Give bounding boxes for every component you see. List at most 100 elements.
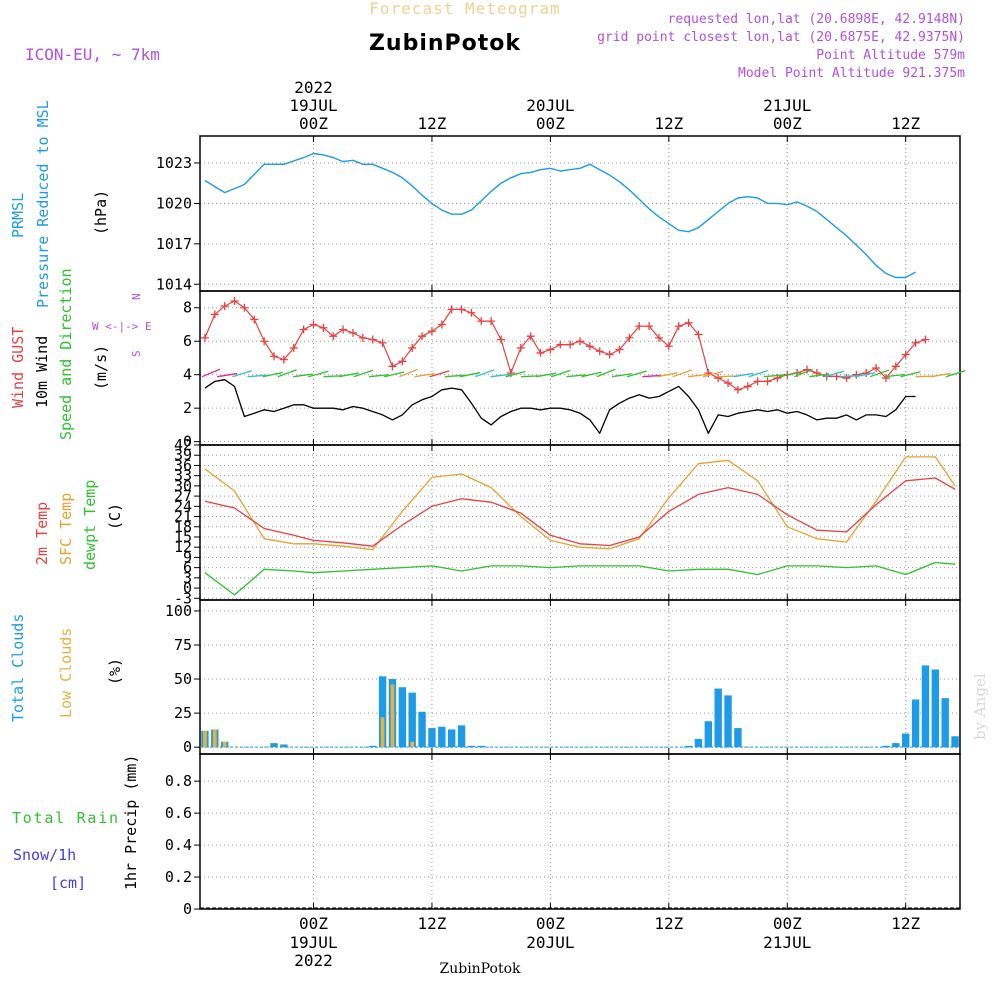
gust-point: [585, 342, 594, 351]
total-cloud-bar: [902, 733, 910, 748]
gust-point: [595, 347, 604, 356]
precip-label-cm: [cm]: [50, 874, 86, 892]
gust-point: [270, 352, 279, 361]
y-tick-label-temperature: 42: [174, 436, 192, 454]
total-cloud-bar: [684, 745, 693, 748]
point-altitude: Point Altitude 579m: [816, 48, 965, 63]
wind-direction-arrow: [672, 369, 692, 378]
wind-direction-arrow: [277, 369, 297, 378]
gust-point: [674, 322, 683, 331]
total-cloud-bar: [694, 739, 703, 748]
gust-point: [427, 327, 436, 336]
y-tick-label-wind: 6: [183, 332, 192, 350]
model-label: ICON-EU, ~ 7km: [25, 45, 160, 64]
y-tick-label-precipitation: 0.8: [165, 772, 192, 790]
gust-point: [694, 330, 703, 339]
wind-direction-arrow: [368, 374, 389, 378]
top-time-label: 12Z: [654, 114, 683, 133]
top-time-label: 12Z: [417, 114, 446, 133]
wind-direction-arrow: [551, 369, 571, 378]
wind-line: [204, 379, 916, 434]
y-tick-label-temperature: 18: [174, 518, 192, 536]
y-tick-label-temperature: 6: [183, 559, 192, 577]
wind-direction-arrow: [566, 374, 586, 378]
temp-label-sfc: SFC Temp: [57, 493, 75, 565]
bottom-time-label: 12Z: [654, 914, 683, 933]
y-tick-label-pressure: 1017: [156, 235, 192, 253]
gust-point: [645, 322, 654, 331]
y-tick-label-temperature: 21: [174, 508, 192, 526]
gust-point: [605, 350, 614, 359]
pressure-unit: (hPa): [92, 190, 110, 235]
y-tick-label-precipitation: 0.6: [165, 804, 192, 822]
wind-label-gust: Wind GUST: [9, 327, 27, 408]
precip-label-snow: Snow/1h: [13, 846, 76, 864]
gust-point: [200, 333, 209, 342]
gust-point: [457, 305, 466, 314]
total-cloud-bar: [428, 728, 436, 748]
gust-point: [339, 325, 348, 334]
y-tick-label-clouds: 50: [174, 670, 192, 688]
wind-direction-arrow: [293, 373, 313, 378]
y-tick-label-precipitation: 0.2: [165, 868, 192, 886]
total-cloud-bar: [911, 699, 920, 748]
gust-point: [872, 364, 881, 372]
gust-point: [260, 337, 269, 346]
y-tick-label-temperature: 33: [174, 467, 192, 485]
y-tick-label-pressure: 1014: [156, 275, 192, 293]
gust-point: [418, 332, 427, 341]
wind-direction-arrow: [217, 372, 238, 378]
dewpt-line: [204, 561, 956, 596]
temp-2m-line: [204, 477, 956, 547]
gust-point: [497, 335, 506, 344]
gust-point: [477, 317, 486, 326]
wind-direction-arrow: [596, 368, 616, 378]
wind-unit: (m/s): [92, 345, 110, 390]
wind-direction-arrow: [308, 370, 329, 378]
low-cloud-bar: [203, 730, 207, 748]
gust-point: [625, 333, 634, 342]
sfc-temp-line: [204, 456, 956, 551]
gust-point: [743, 382, 752, 391]
wind-direction-arrow: [885, 373, 905, 378]
wind-direction-arrow: [201, 368, 221, 378]
wind-direction-arrow: [353, 369, 374, 378]
gust-point: [546, 345, 555, 354]
wind-direction-arrow: [793, 368, 813, 378]
compass-s: S: [130, 350, 143, 357]
y-tick-label-temperature: 27: [174, 487, 192, 505]
gust-point: [388, 362, 397, 371]
wind-label-dir: Speed and Direction: [57, 268, 75, 440]
temp-unit: (C): [106, 503, 124, 530]
total-cloud-bar: [418, 711, 426, 748]
y-tick-label-clouds: 75: [174, 636, 192, 654]
wind-direction-arrow: [748, 369, 769, 378]
y-tick-label-precipitation: 0: [183, 900, 192, 918]
y-tick-label-pressure: 1023: [156, 154, 192, 172]
bottom-time-label: 00Z: [536, 914, 565, 933]
wind-direction-arrow: [581, 371, 602, 378]
total-cloud-bar: [724, 695, 732, 748]
gust-point: [901, 350, 910, 359]
gust-point: [753, 377, 762, 386]
y-tick-label-clouds: 25: [174, 704, 192, 722]
pressure-line: [204, 152, 916, 279]
total-cloud-bar: [447, 729, 456, 748]
top-time-label: 00Z: [536, 114, 565, 133]
compass-n: N: [130, 293, 143, 300]
wind-direction-arrow: [869, 369, 890, 378]
y-tick-label-temperature: 15: [174, 528, 192, 546]
gust-point: [319, 323, 328, 332]
y-tick-label-temperature: 9: [183, 548, 192, 566]
gust-point: [487, 317, 496, 326]
gust-point: [576, 337, 584, 346]
gust-point: [566, 340, 575, 349]
gust-point: [763, 377, 772, 386]
gust-point: [664, 342, 673, 351]
gust-point: [921, 335, 930, 344]
y-tick-label-temperature: 24: [174, 497, 192, 515]
wind-label-10m: 10m Wind: [33, 336, 51, 408]
wind-direction-arrow: [444, 374, 464, 378]
total-cloud-bar: [457, 725, 466, 748]
gust-point: [862, 369, 871, 378]
